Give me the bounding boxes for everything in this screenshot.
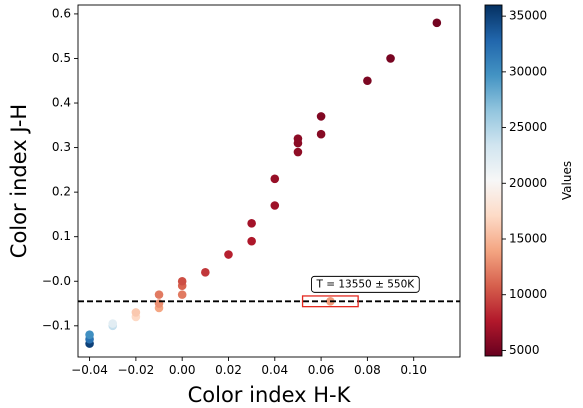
x-tick-label: 0.00 [169, 363, 196, 377]
x-tick-label: 0.06 [308, 363, 335, 377]
data-point [247, 219, 256, 228]
colorbar-tick-label: 30000 [509, 64, 547, 78]
x-tick-label: 0.04 [261, 363, 288, 377]
data-point [316, 129, 326, 139]
colorbar-tick-label: 35000 [509, 9, 547, 23]
data-point [293, 134, 303, 143]
plot-area: T = 13550 ± 550K −0.04 −0.02 0.00 0.02 0.04 0.… [7, 4, 461, 407]
x-tick-label: 0.10 [400, 363, 427, 377]
colorbar-tick-label: 5000 [509, 343, 540, 357]
data-point [316, 112, 326, 121]
data-point [177, 276, 187, 286]
data-point [363, 76, 372, 86]
data-point [154, 290, 164, 299]
colorbar-tick-label: 20000 [509, 176, 547, 190]
data-point [270, 201, 280, 210]
y-tick-label: 0.4 [52, 96, 71, 110]
y-axis-title: Color index J-H [7, 104, 31, 258]
colorbar: 5000 10000 15000 20000 25000 30000 35000 Values [484, 4, 574, 357]
y-tick-label: −0.1 [42, 318, 71, 332]
data-point [432, 18, 442, 28]
y-tick-label: −0.0 [42, 274, 71, 288]
x-tick-label: −0.02 [117, 363, 154, 377]
y-tick-label: 0.1 [52, 229, 71, 243]
x-tick-label: 0.08 [354, 363, 381, 377]
x-tick-label: −0.04 [71, 363, 108, 377]
data-point [201, 268, 210, 277]
annotation: T = 13550 ± 550K [311, 275, 420, 293]
data-point [247, 236, 256, 246]
data-point [386, 54, 395, 63]
colorbar-tick-label: 15000 [509, 232, 547, 246]
data-point [177, 290, 187, 299]
colorbar-bar [484, 4, 503, 357]
data-point [224, 250, 233, 259]
highlight-box [301, 295, 359, 308]
y-tick-label: 0.3 [52, 140, 71, 154]
colorbar-tick-label: 25000 [509, 120, 547, 134]
colorbar-tick-label: 10000 [509, 287, 547, 301]
data-point [270, 174, 280, 184]
data-point [293, 147, 303, 157]
x-axis-title: Color index H-K [188, 383, 352, 407]
y-tick-label: 0.5 [52, 51, 71, 65]
data-point [131, 308, 141, 317]
x-tick-label: 0.02 [215, 363, 242, 377]
annotation-label: T = 13550 ± 550K [315, 278, 415, 290]
data-point [85, 330, 94, 340]
y-tick-label: 0.6 [52, 6, 71, 20]
axes-frame [77, 4, 461, 358]
annotation-box [311, 275, 420, 293]
data-point [108, 319, 118, 328]
colorbar-title: Values [560, 161, 574, 200]
y-tick-label: 0.2 [52, 185, 71, 199]
